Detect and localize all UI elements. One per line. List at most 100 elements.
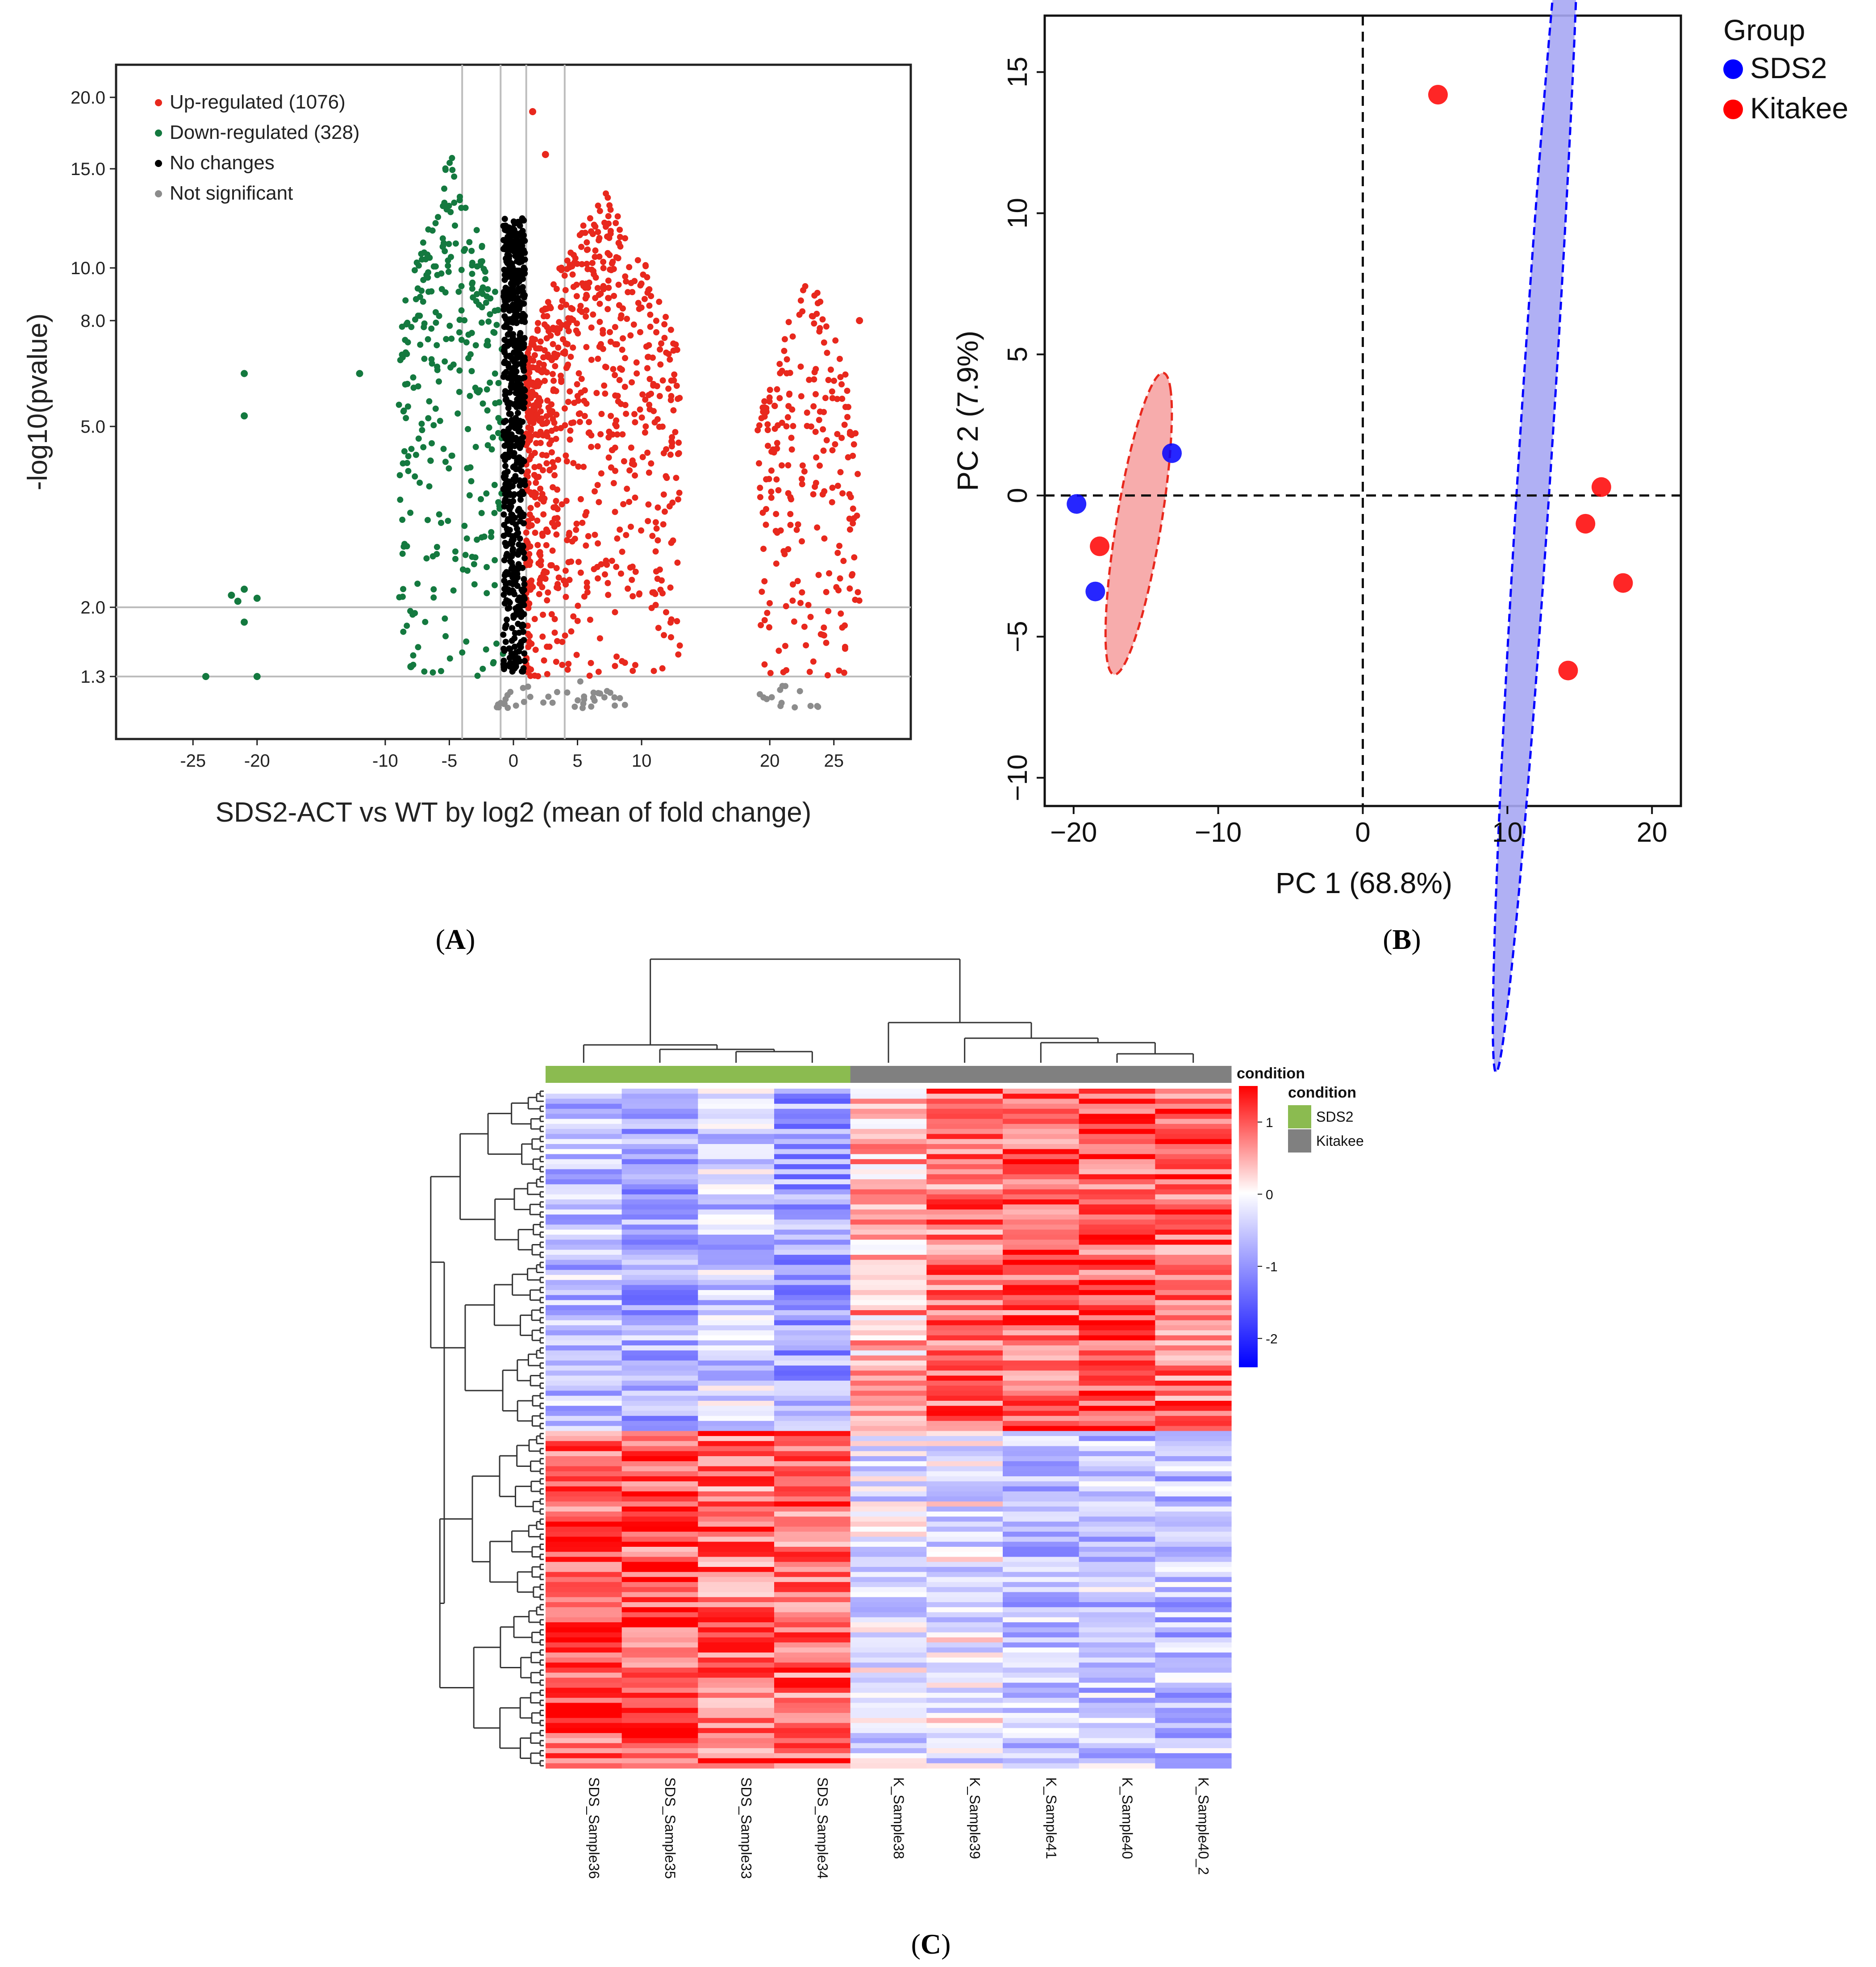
heatmap-cell [926, 1471, 1003, 1477]
volcano-point [479, 400, 486, 407]
heatmap-cell [926, 1305, 1003, 1311]
heatmap-cell [1155, 1738, 1232, 1744]
volcano-point [619, 431, 626, 438]
heatmap-cell [1003, 1567, 1080, 1572]
condition-cell-kitakee [1155, 1066, 1232, 1083]
heatmap-cell [774, 1219, 851, 1225]
heatmap-cell [546, 1194, 622, 1200]
heatmap-cell [698, 1652, 775, 1658]
heatmap-cell [1079, 1607, 1155, 1613]
heatmap-cell [546, 1340, 622, 1346]
volcano-point [642, 429, 648, 436]
heatmap-cell [926, 1366, 1003, 1371]
volcano-point [540, 313, 547, 320]
volcano-point [478, 319, 485, 326]
volcano-point [797, 297, 804, 304]
heatmap-cell [546, 1657, 622, 1663]
volcano-point [772, 528, 779, 535]
volcano-point [506, 449, 513, 455]
heatmap-cell [850, 1557, 927, 1562]
heatmap-cell [546, 1678, 622, 1683]
heatmap-cell [926, 1652, 1003, 1658]
heatmap-cell [774, 1149, 851, 1155]
volcano-point [646, 342, 652, 349]
volcano-point [543, 369, 550, 376]
volcano-point [474, 672, 481, 679]
heatmap-cell [926, 1245, 1003, 1250]
heatmap-cell [850, 1667, 927, 1673]
volcano-point [508, 431, 515, 438]
volcano-x-tick-label: -5 [442, 751, 458, 771]
colorbar-tick-label: 0 [1266, 1187, 1273, 1202]
heatmap-cell [1155, 1345, 1232, 1351]
volcano-point [824, 350, 830, 356]
heatmap-cell [1003, 1290, 1080, 1295]
heatmap-cell [850, 1179, 927, 1185]
volcano-point [537, 345, 543, 352]
volcano-point [560, 350, 567, 356]
heatmap-cell [1003, 1672, 1080, 1678]
heatmap-cell [850, 1486, 927, 1492]
heatmap-cell [1155, 1451, 1232, 1457]
volcano-point [536, 463, 542, 470]
heatmap-cell [774, 1667, 851, 1673]
heatmap-cell [621, 1446, 698, 1452]
heatmap-cell [850, 1627, 927, 1633]
heatmap-cell [546, 1546, 622, 1552]
volcano-point [511, 238, 517, 245]
volcano-point [674, 560, 681, 566]
volcano-point [642, 423, 649, 430]
volcano-point [539, 491, 546, 497]
volcano-point [590, 311, 596, 318]
volcano-point [512, 382, 518, 388]
heatmap-cell [1003, 1240, 1080, 1245]
heatmap-cell [1003, 1370, 1080, 1376]
heatmap-cell [621, 1728, 698, 1733]
volcano-x-tick-label: 10 [632, 751, 652, 771]
volcano-point [542, 377, 548, 384]
volcano-point [670, 537, 676, 544]
volcano-point [520, 276, 526, 282]
heatmap-cell [774, 1109, 851, 1114]
volcano-point [584, 584, 590, 590]
volcano-point [584, 261, 590, 267]
volcano-point [525, 350, 531, 356]
heatmap-cell [926, 1114, 1003, 1119]
heatmap-cell [774, 1310, 851, 1316]
heatmap-cell [546, 1683, 622, 1688]
volcano-point [613, 341, 620, 348]
heatmap-cell [698, 1642, 775, 1648]
volcano-point [656, 298, 663, 305]
heatmap-cell [850, 1169, 927, 1175]
heatmap-cell [1003, 1129, 1080, 1135]
volcano-point [482, 276, 489, 283]
volcano-point [507, 326, 513, 332]
volcano-point [788, 434, 795, 441]
volcano-point [534, 501, 541, 508]
volcano-point [756, 460, 763, 467]
heatmap-cell [546, 1426, 622, 1432]
heatmap-cell [698, 1466, 775, 1472]
volcano-point [655, 625, 662, 631]
heatmap-cell [1079, 1199, 1155, 1205]
heatmap-cell [850, 1692, 927, 1698]
heatmap-cell [926, 1718, 1003, 1724]
volcano-point [789, 597, 796, 604]
volcano-point [550, 464, 557, 470]
volcano-point [763, 522, 769, 528]
volcano-point [517, 497, 524, 503]
volcano-point [506, 444, 513, 451]
volcano-point [485, 318, 492, 325]
heatmap-cell [1003, 1209, 1080, 1215]
heatmap-cell [621, 1647, 698, 1653]
heatmap-cell [1155, 1763, 1232, 1769]
volcano-point [613, 220, 619, 226]
volcano-point [600, 259, 607, 265]
volcano-point [543, 335, 550, 342]
volcano-point [513, 347, 520, 354]
heatmap-cell [1079, 1562, 1155, 1567]
heatmap-cell [698, 1209, 775, 1215]
volcano-point [412, 473, 418, 480]
volcano-point [463, 339, 470, 346]
